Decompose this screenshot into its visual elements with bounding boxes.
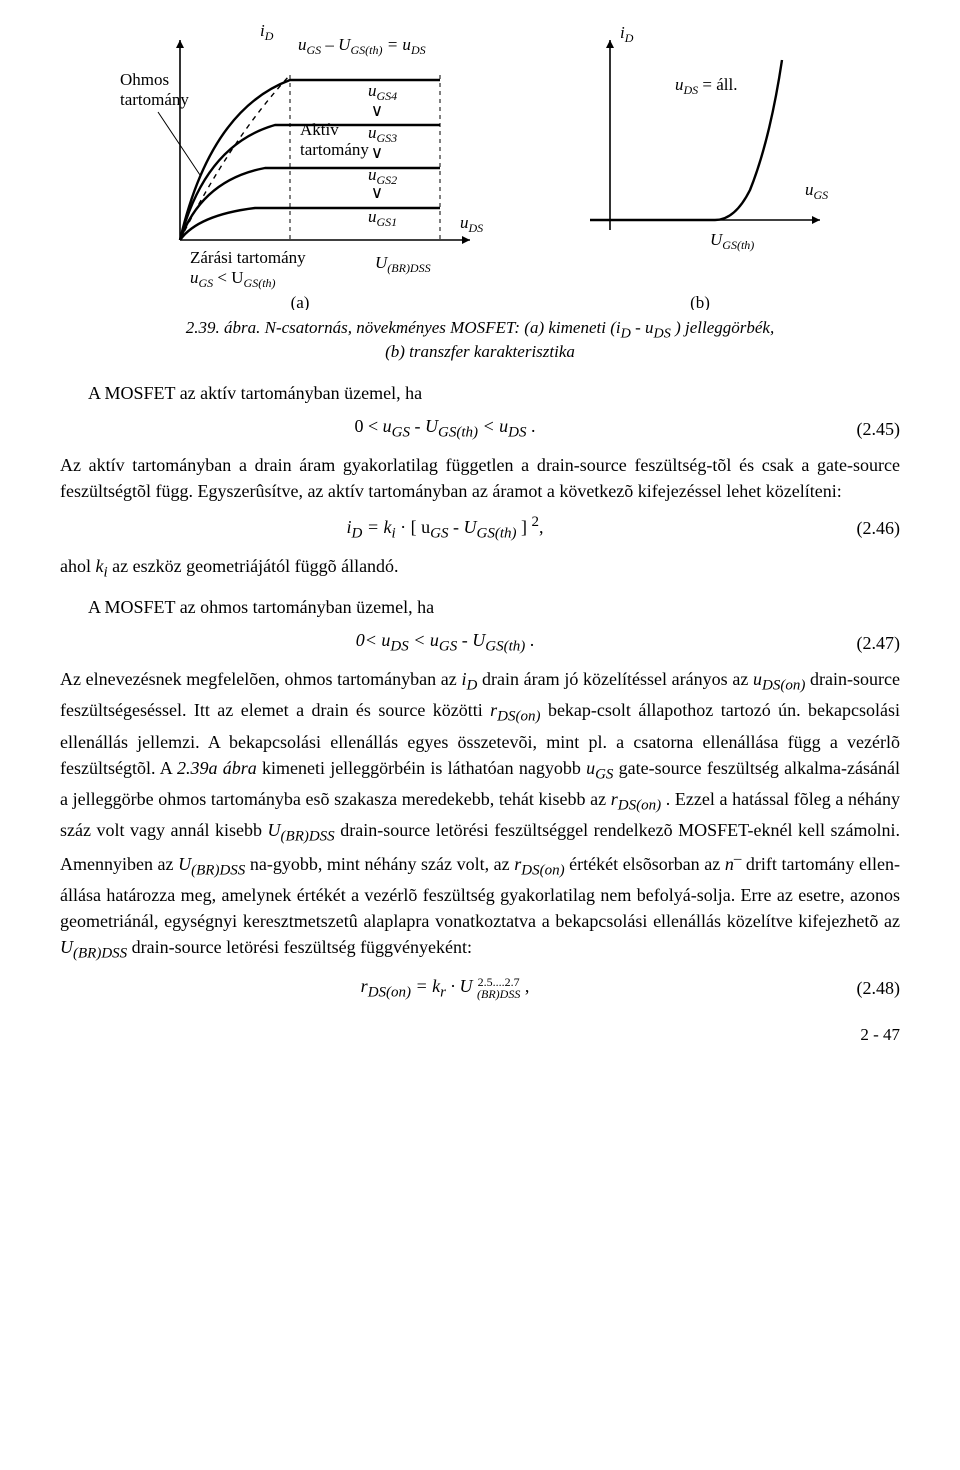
y-axis-label: iD — [260, 21, 274, 43]
para-1: A MOSFET az aktív tartományban üzemel, h… — [60, 380, 900, 406]
page-number: 2 - 47 — [60, 1025, 900, 1045]
cutoff-label-2: uGS < UGS(th) — [190, 268, 276, 290]
equation-2-45: 0 < uGS - UGS(th) < uDS . (2.45) — [60, 416, 900, 442]
boundary-eq: uGS – UGS(th) = uDS — [298, 35, 426, 57]
caption-line1b: - u — [635, 318, 653, 337]
cutoff-label-1: Zárási tartomány — [190, 248, 306, 267]
equation-2-46: iD = ki · [ uGS - UGS(th) ] 2, (2.46) — [60, 514, 900, 543]
eqnum-2-45: (2.45) — [830, 419, 900, 440]
x-axis-label-a: uDS — [460, 213, 483, 235]
figure-row: ∨ ∨ ∨ iD uGS – UGS(th) = uDS Ohmos tarto… — [60, 20, 900, 310]
caption-line1c: ) jelleggörbék, — [675, 318, 774, 337]
active-label-1: Aktív — [300, 120, 339, 139]
threshold-label: UGS(th) — [710, 230, 754, 252]
uds-const: uDS = áll. — [675, 75, 738, 97]
figure-caption: 2.39. ábra. N-csatornás, növekményes MOS… — [60, 318, 900, 362]
curve-ugs1: uGS1 — [368, 207, 397, 229]
caption-fignum: 2.39. ábra. — [186, 318, 261, 337]
eqnum-2-46: (2.46) — [830, 518, 900, 539]
page: ∨ ∨ ∨ iD uGS – UGS(th) = uDS Ohmos tarto… — [0, 0, 960, 1085]
curve-ugs3: uGS3 — [368, 123, 397, 145]
para-3: ahol ki az eszköz geometriájától függõ á… — [60, 553, 900, 584]
equation-2-47: 0< uDS < uGS - UGS(th) . (2.47) — [60, 630, 900, 656]
eqnum-2-47: (2.47) — [830, 633, 900, 654]
para-4: A MOSFET az ohmos tartományban üzemel, h… — [60, 594, 900, 620]
y-axis-label-b: iD — [620, 23, 634, 45]
caption-sub1: D — [621, 325, 631, 341]
para-2: Az aktív tartományban a drain áram gyako… — [60, 452, 900, 504]
ohmic-label-1: Ohmos — [120, 70, 169, 89]
para-5: Az elnevezésnek megfelelõen, ohmos tarto… — [60, 666, 900, 966]
figure-a: ∨ ∨ ∨ iD uGS – UGS(th) = uDS Ohmos tarto… — [120, 20, 500, 310]
ohmic-label-2: tartomány — [120, 90, 189, 109]
x-axis-label-b: uGS — [805, 180, 828, 202]
caption-sub2: DS — [654, 325, 671, 341]
svg-text:∨: ∨ — [371, 143, 383, 162]
equation-2-48: rDS(on) = kr · U 2.5....2.7 (BR)DSS , (2… — [60, 976, 900, 1002]
figure-b: iD uDS = áll. uGS UGS(th) (b) — [560, 20, 840, 310]
caption-line1a: N-csatornás, növekményes MOSFET: (a) kim… — [265, 318, 621, 337]
breakdown-label: U(BR)DSS — [375, 253, 431, 275]
caption-line2: (b) transzfer karakterisztika — [385, 342, 575, 361]
curve-ugs4: uGS4 — [368, 81, 397, 103]
panel-label-b: (b) — [690, 293, 710, 310]
svg-text:∨: ∨ — [371, 101, 383, 120]
active-label-2: tartomány — [300, 140, 369, 159]
eqnum-2-48: (2.48) — [830, 978, 900, 999]
panel-label-a: (a) — [291, 293, 310, 310]
